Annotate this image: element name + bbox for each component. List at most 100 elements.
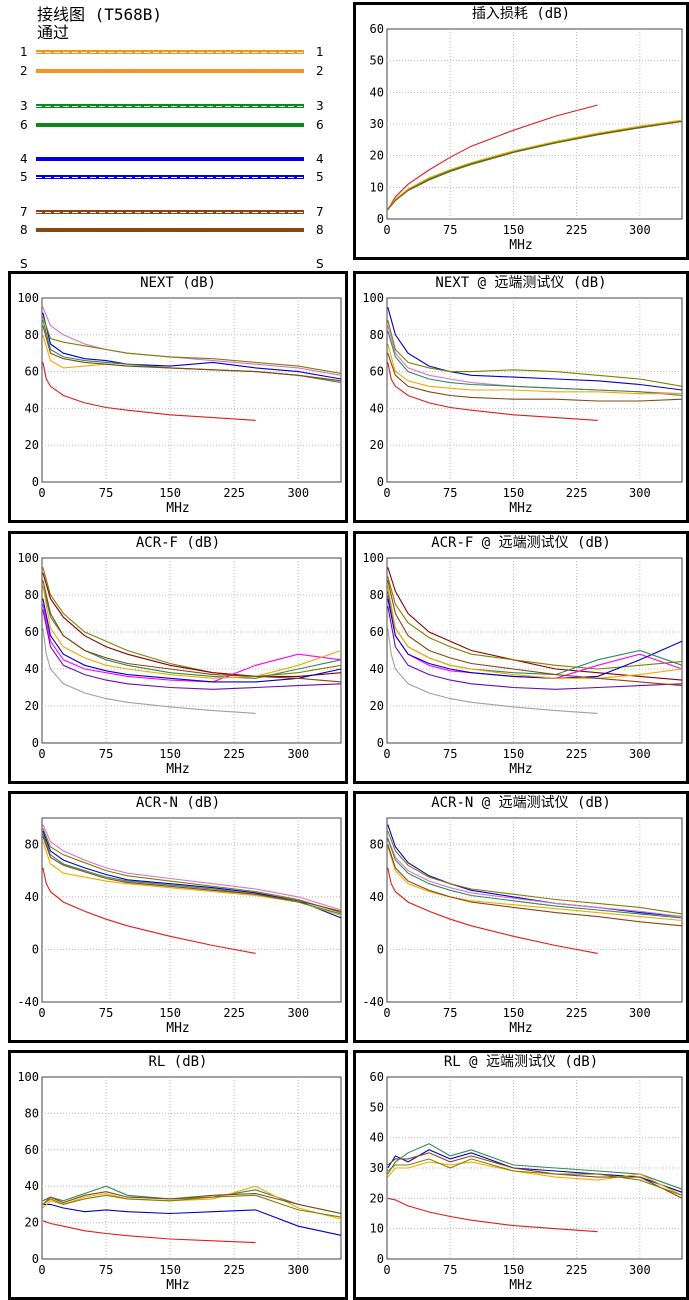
y-tick-label: 60 (370, 22, 384, 36)
chart-svg: 0 75 150 225 300 0 20 40 60 80 100 (17, 551, 342, 761)
wiremap-status: 通过 (37, 23, 70, 42)
x-tick-label: 150 (503, 223, 525, 237)
chart-title: ACR-N (dB) (135, 795, 221, 811)
chart-title: ACR-N @ 远端测试仪 (dB) (431, 795, 611, 811)
series-line (42, 585, 342, 679)
x-tick-label: 75 (99, 747, 113, 761)
x-tick-label: 225 (223, 1006, 245, 1020)
acr-n-remote-panel: 0 75 150 225 300 -40 0 40 80 ACR-N @ 远端测试仪 (dB) … (353, 791, 689, 1043)
x-axis-label: MHz (166, 1021, 190, 1036)
pin-right-label: 3 (316, 99, 324, 113)
series-line (42, 325, 342, 382)
x-tick-label: 75 (99, 1006, 113, 1020)
series-line (387, 307, 683, 391)
y-tick-label: 0 (32, 942, 39, 956)
y-tick-label: 100 (17, 291, 39, 305)
series-line (42, 1203, 342, 1236)
series-line (42, 604, 342, 683)
x-tick-label: 75 (443, 747, 457, 761)
series-line (42, 830, 342, 919)
x-axis-label: MHz (509, 762, 533, 777)
x-tick-label: 150 (503, 1263, 525, 1277)
x-tick-label: 75 (443, 1006, 457, 1020)
y-tick-label: 40 (370, 401, 384, 415)
series-line (387, 353, 683, 402)
series-line (42, 841, 342, 916)
pin-left-label: 7 (20, 205, 28, 219)
x-tick-label: 300 (629, 1263, 651, 1277)
x-tick-label: 150 (503, 747, 525, 761)
pin-right-label: 2 (316, 64, 324, 78)
y-tick-label: 60 (370, 625, 384, 639)
chart-title: RL (dB) (148, 1054, 208, 1070)
series-line (42, 836, 342, 912)
chart-svg: 0 75 150 225 300 0 20 40 60 80 100 (362, 291, 683, 500)
wire-solid (36, 228, 304, 232)
series-line (387, 585, 683, 679)
x-tick-label: 300 (629, 486, 651, 500)
y-tick-label: 60 (25, 1143, 39, 1157)
pin-left-label: 5 (20, 170, 28, 184)
pin-left-label: 6 (20, 118, 28, 132)
x-tick-label: 75 (443, 486, 457, 500)
series-line (387, 576, 683, 670)
wire-solid (36, 157, 304, 161)
x-tick-label: 0 (383, 1006, 390, 1020)
x-tick-label: 300 (287, 486, 309, 500)
chart-title: RL @ 远端测试仪 (dB) (443, 1054, 599, 1070)
y-tick-label: 80 (370, 837, 384, 851)
y-tick-label: 20 (370, 699, 384, 713)
x-tick-label: 300 (287, 747, 309, 761)
plot-area (41, 817, 342, 1003)
series-line (42, 580, 342, 683)
x-tick-label: 75 (443, 1263, 457, 1277)
y-tick-label: 0 (377, 942, 384, 956)
x-tick-label: 300 (287, 1006, 309, 1020)
x-tick-label: 150 (159, 1263, 181, 1277)
pin-right-label: 5 (316, 170, 324, 184)
y-tick-label: 60 (25, 625, 39, 639)
y-tick-label: 20 (370, 438, 384, 452)
acr-f-remote-panel: 0 75 150 225 300 0 20 40 60 80 100 ACR-F @ 远端测试仪 (… (353, 531, 689, 784)
x-tick-label: 225 (566, 223, 588, 237)
wire-striped (36, 175, 304, 179)
y-tick-label: 30 (370, 1161, 384, 1175)
chart-title: 插入损耗 (dB) (471, 6, 571, 22)
y-tick-label: 80 (370, 588, 384, 602)
pin-left-label: 3 (20, 99, 28, 113)
chart-title: ACR-F (dB) (135, 535, 221, 551)
series-line (42, 1220, 256, 1244)
y-tick-label: 60 (370, 365, 384, 379)
series-line (387, 567, 683, 681)
x-tick-label: 0 (38, 1263, 45, 1277)
series-line (387, 628, 598, 714)
series-line (42, 316, 342, 374)
y-tick-label: -40 (362, 995, 384, 1009)
series-line (42, 572, 342, 677)
x-axis-label: MHz (166, 762, 190, 777)
series-line (387, 119, 683, 210)
y-tick-label: 40 (370, 85, 384, 99)
y-tick-label: 40 (370, 662, 384, 676)
y-tick-label: 30 (370, 117, 384, 131)
x-axis-label: MHz (509, 1021, 533, 1036)
chart-svg: 0 75 150 225 300 0 10 20 30 40 50 60 (370, 22, 683, 237)
series-line (387, 343, 682, 395)
y-tick-label: 60 (370, 1070, 384, 1084)
y-tick-label: 50 (370, 1100, 384, 1114)
series-line (387, 846, 683, 922)
y-tick-label: 20 (370, 1191, 384, 1205)
series-line (387, 844, 683, 927)
y-tick-label: 50 (370, 54, 384, 68)
series-line (387, 362, 598, 421)
x-tick-label: 75 (443, 223, 457, 237)
wiremap-title: 接线图 (T568B) (37, 5, 163, 24)
x-tick-label: 225 (223, 486, 245, 500)
series-line (42, 1194, 342, 1218)
y-tick-label: 80 (25, 328, 39, 342)
y-tick-label: 0 (32, 475, 39, 489)
chart-svg: 0 75 150 225 300 0 20 40 60 80 100 (17, 1070, 342, 1277)
y-tick-label: 40 (370, 1131, 384, 1145)
wire-striped (36, 104, 304, 108)
